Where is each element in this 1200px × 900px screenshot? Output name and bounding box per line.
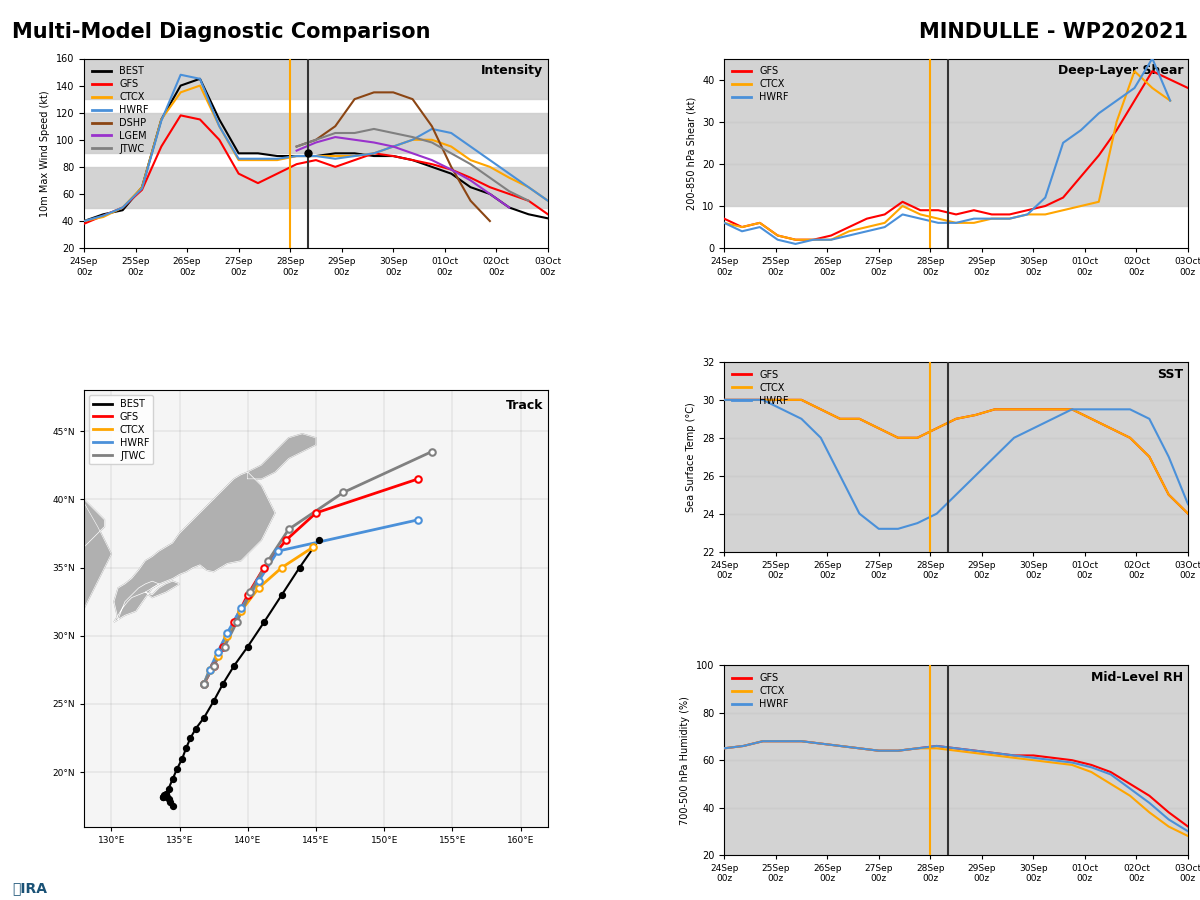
Text: Mid-Level RH: Mid-Level RH xyxy=(1091,671,1183,684)
Point xyxy=(154,789,173,804)
Polygon shape xyxy=(0,431,112,827)
Point xyxy=(224,615,244,629)
Bar xyxy=(724,437,1188,476)
Point xyxy=(194,710,214,724)
Point xyxy=(158,781,178,796)
Point xyxy=(306,506,325,520)
Point xyxy=(204,659,223,673)
Point xyxy=(214,676,233,690)
Bar xyxy=(724,400,1188,437)
Point xyxy=(268,544,287,558)
Point xyxy=(280,522,299,536)
Point xyxy=(214,640,233,654)
Y-axis label: Sea Surface Temp (°C): Sea Surface Temp (°C) xyxy=(686,402,696,511)
Text: Intensity: Intensity xyxy=(481,64,544,77)
Point xyxy=(156,788,175,803)
Point xyxy=(156,787,175,801)
Polygon shape xyxy=(247,434,316,479)
Point xyxy=(155,788,174,803)
Point xyxy=(290,561,310,575)
Bar xyxy=(724,476,1188,514)
Y-axis label: 10m Max Wind Speed (kt): 10m Max Wind Speed (kt) xyxy=(41,90,50,217)
Bar xyxy=(724,760,1188,807)
Legend: BEST, GFS, CTCX, HWRF, JTWC: BEST, GFS, CTCX, HWRF, JTWC xyxy=(89,395,154,464)
Polygon shape xyxy=(0,700,2,745)
Point xyxy=(254,561,274,575)
Point xyxy=(227,615,246,629)
Point xyxy=(217,626,236,640)
Point xyxy=(422,445,442,459)
Text: Multi-Model Diagnostic Comparison: Multi-Model Diagnostic Comparison xyxy=(12,22,431,42)
Polygon shape xyxy=(114,472,275,619)
Legend: BEST, GFS, CTCX, HWRF, DSHP, LGEM, JTWC: BEST, GFS, CTCX, HWRF, DSHP, LGEM, JTWC xyxy=(89,63,151,157)
Point xyxy=(215,640,234,654)
Point xyxy=(194,676,214,690)
Text: Track: Track xyxy=(505,399,544,412)
Bar xyxy=(724,514,1188,552)
Point xyxy=(409,513,428,527)
Bar xyxy=(724,164,1188,206)
Bar xyxy=(724,713,1188,760)
Point xyxy=(194,676,214,690)
Bar xyxy=(84,58,548,99)
Y-axis label: 700-500 hPa Humidity (%): 700-500 hPa Humidity (%) xyxy=(680,696,690,824)
Point xyxy=(254,615,274,629)
Point xyxy=(158,792,178,806)
Point xyxy=(200,662,220,677)
Point xyxy=(232,604,251,618)
Text: MINDULLE - WP202021: MINDULLE - WP202021 xyxy=(919,22,1188,42)
Point xyxy=(276,533,295,547)
Point xyxy=(208,649,227,663)
Bar xyxy=(724,362,1188,400)
Point xyxy=(176,741,196,755)
Y-axis label: 200-850 hPa Shear (kt): 200-850 hPa Shear (kt) xyxy=(686,96,696,210)
Bar xyxy=(84,112,548,153)
Point xyxy=(163,799,182,814)
Point xyxy=(217,628,236,643)
Point xyxy=(204,694,223,708)
Bar xyxy=(724,58,1188,122)
Point xyxy=(208,645,227,660)
Point xyxy=(163,772,182,787)
Point xyxy=(258,554,277,568)
Legend: GFS, CTCX, HWRF: GFS, CTCX, HWRF xyxy=(728,63,792,105)
Bar xyxy=(84,166,548,208)
Point xyxy=(173,752,192,766)
Legend: GFS, CTCX, HWRF: GFS, CTCX, HWRF xyxy=(728,367,792,409)
Bar xyxy=(724,665,1188,713)
Text: ⒸIRA: ⒸIRA xyxy=(12,881,47,896)
Point xyxy=(409,472,428,486)
Point xyxy=(224,659,244,673)
Point xyxy=(304,540,323,554)
Point xyxy=(241,585,260,599)
Point xyxy=(334,485,353,500)
Point xyxy=(232,601,251,616)
Legend: GFS, CTCX, HWRF: GFS, CTCX, HWRF xyxy=(728,670,792,712)
Polygon shape xyxy=(50,479,104,574)
Bar xyxy=(724,807,1188,855)
Point xyxy=(200,662,220,677)
Point xyxy=(194,676,214,690)
Bar xyxy=(724,122,1188,164)
Polygon shape xyxy=(114,581,160,622)
Polygon shape xyxy=(0,759,2,827)
Point xyxy=(272,561,292,575)
Point xyxy=(204,659,223,673)
Point xyxy=(161,795,180,809)
Point xyxy=(238,640,257,654)
Text: SST: SST xyxy=(1157,367,1183,381)
Point xyxy=(310,533,329,547)
Point xyxy=(167,762,186,777)
Point xyxy=(250,580,269,595)
Point xyxy=(186,721,205,735)
Point xyxy=(194,676,214,690)
Point xyxy=(272,588,292,602)
Text: Deep-Layer Shear: Deep-Layer Shear xyxy=(1058,64,1183,77)
Point xyxy=(157,789,176,804)
Point xyxy=(250,574,269,589)
Polygon shape xyxy=(145,581,180,598)
Point xyxy=(238,588,257,602)
Point xyxy=(154,789,173,804)
Point xyxy=(181,731,200,745)
